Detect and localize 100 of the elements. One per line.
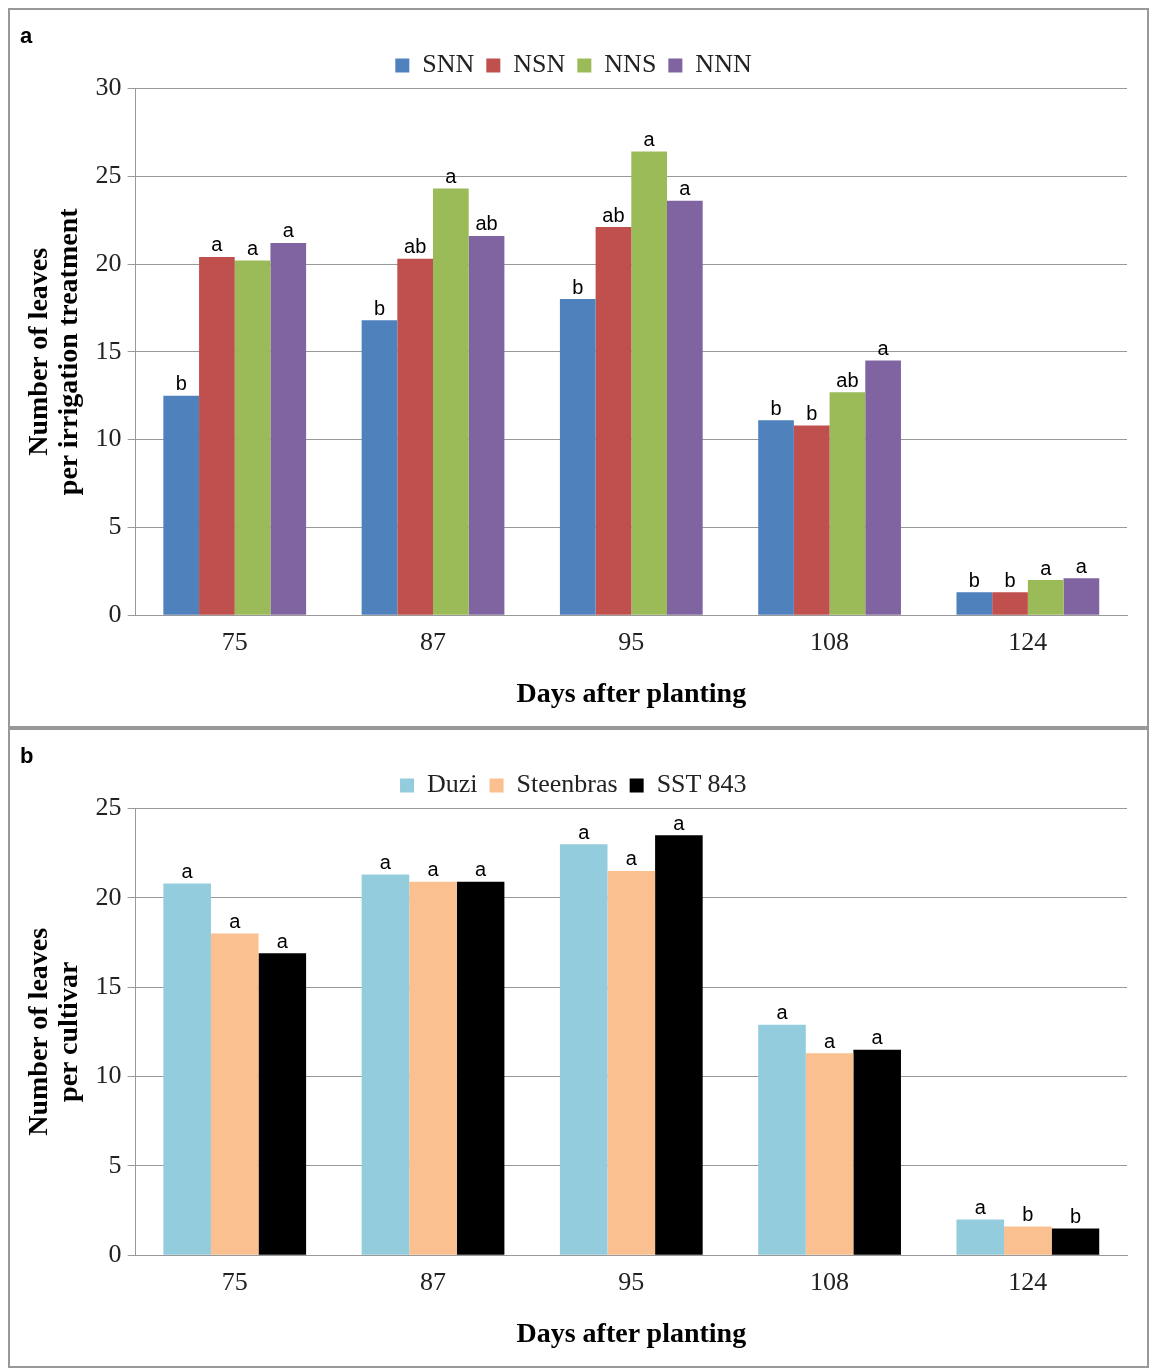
bar — [956, 592, 993, 615]
legend-label: NNS — [604, 49, 657, 79]
data-label: b — [770, 396, 782, 419]
bar — [829, 392, 866, 615]
data-label: b — [1022, 1203, 1034, 1226]
bar — [559, 844, 608, 1255]
x-tick-label: 108 — [810, 626, 850, 656]
bar — [468, 235, 505, 615]
bar — [805, 1053, 854, 1255]
bar — [258, 953, 307, 1255]
data-label: a — [877, 337, 890, 360]
bar — [853, 1049, 901, 1255]
y-tick-label: 25 — [95, 792, 122, 822]
data-label: b — [373, 296, 386, 319]
data-label: b — [572, 275, 584, 298]
x-tick-label: 108 — [810, 1266, 850, 1296]
data-label: a — [282, 219, 295, 242]
bar — [559, 299, 596, 615]
x-tick-label: 95 — [618, 1266, 645, 1296]
y-tick-label: 20 — [95, 247, 122, 277]
legend-label: SNN — [422, 49, 475, 79]
data-label: b — [968, 568, 980, 591]
data-label: b — [806, 402, 818, 425]
bar — [270, 242, 307, 615]
bar — [361, 320, 398, 615]
x-tick-label: 87 — [420, 626, 447, 656]
bar — [397, 258, 434, 615]
data-label: a — [445, 165, 458, 188]
data-label: a — [427, 858, 440, 881]
bar — [758, 1024, 806, 1255]
data-label: a — [871, 1026, 884, 1049]
x-tick-label: 75 — [221, 1266, 248, 1296]
data-label: ab — [404, 235, 427, 258]
data-label: a — [211, 233, 224, 256]
legend-label: SST 843 — [656, 769, 747, 799]
y-tick-label: 0 — [108, 1239, 122, 1269]
y-tick-label: 15 — [95, 970, 122, 1000]
data-label: a — [379, 851, 392, 874]
bar — [199, 256, 235, 615]
x-tick-label: 87 — [420, 1266, 447, 1296]
data-label: a — [625, 847, 638, 870]
chart-title: b — [20, 743, 34, 769]
y-axis-title: Number of leaves per cultivar — [21, 927, 84, 1136]
bar — [992, 592, 1028, 615]
data-label: b — [175, 372, 187, 395]
bar — [1004, 1226, 1052, 1255]
data-label: a — [229, 910, 242, 933]
legend-label: NSN — [513, 49, 566, 79]
x-tick-label: 75 — [221, 626, 248, 656]
data-label: a — [276, 929, 289, 952]
data-label: a — [673, 811, 686, 834]
bar — [361, 874, 410, 1255]
x-tick-label: 95 — [618, 626, 645, 656]
data-label: a — [181, 859, 194, 882]
bar — [234, 260, 271, 615]
legend-label: Duzi — [427, 769, 478, 799]
data-label: a — [679, 177, 692, 200]
bar — [456, 881, 505, 1255]
bar — [607, 870, 656, 1255]
data-label: a — [974, 1195, 987, 1218]
data-label: a — [824, 1029, 837, 1052]
x-tick-label: 124 — [1008, 626, 1048, 656]
bar — [163, 883, 211, 1255]
x-tick-label: 124 — [1008, 1266, 1048, 1296]
chart-title: a — [20, 23, 33, 49]
bar — [655, 835, 703, 1255]
x-axis-title: Days after planting — [516, 677, 747, 709]
bar — [210, 933, 259, 1255]
legend-label: NNN — [695, 49, 752, 79]
y-tick-label: 5 — [108, 1149, 122, 1179]
bar — [758, 420, 794, 615]
bar — [433, 188, 469, 615]
data-label: a — [578, 820, 591, 843]
y-tick-label: 5 — [108, 511, 122, 541]
bar — [163, 395, 200, 615]
legend-label: Steenbras — [516, 769, 618, 799]
y-tick-label: 15 — [95, 335, 122, 365]
data-label: a — [475, 858, 488, 881]
y-tick-label: 10 — [95, 1060, 122, 1090]
y-tick-label: 30 — [95, 72, 122, 102]
bar — [666, 200, 703, 615]
bar — [1063, 578, 1100, 615]
bar — [956, 1219, 1005, 1255]
y-axis-title: Number of leaves per irrigation treatment — [21, 207, 84, 496]
data-label: a — [1040, 556, 1053, 579]
data-label: ab — [836, 368, 859, 391]
data-label: b — [1069, 1204, 1082, 1227]
data-label: ab — [475, 212, 498, 235]
bar — [595, 227, 632, 615]
bar — [793, 425, 830, 615]
bar — [1027, 580, 1064, 615]
data-label: ab — [602, 203, 625, 226]
data-label: a — [1075, 554, 1088, 577]
y-tick-label: 10 — [95, 423, 122, 453]
y-tick-label: 20 — [95, 881, 122, 911]
y-tick-label: 0 — [108, 599, 122, 629]
y-tick-label: 25 — [95, 160, 122, 190]
bar — [631, 151, 667, 615]
bar — [409, 881, 457, 1255]
data-label: a — [247, 237, 260, 259]
